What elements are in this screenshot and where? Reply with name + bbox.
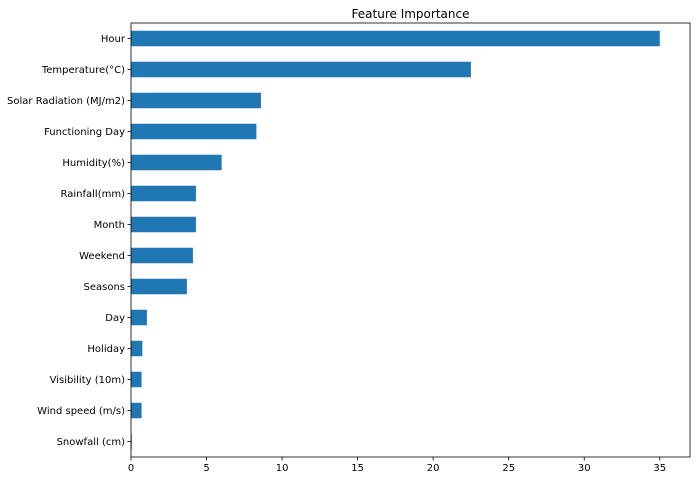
x-tick-label: 25	[502, 463, 515, 474]
x-tick-label: 35	[653, 463, 666, 474]
x-tick-label: 10	[276, 463, 289, 474]
y-tick-label: Humidity(%)	[62, 158, 125, 169]
bar-6	[131, 216, 196, 233]
y-tick-label: Day	[105, 313, 125, 324]
bar-0	[131, 30, 660, 47]
y-tick-label: Visibility (10m)	[50, 375, 125, 386]
y-tick-label: Wind speed (m/s)	[37, 406, 125, 417]
y-axis-ticks: Hour Temperature(°C) Solar Radiation (MJ/m…	[7, 34, 131, 448]
bar-8	[131, 278, 187, 295]
y-tick-label: Weekend	[79, 251, 125, 262]
x-axis-ticks: 0 5 10 15 20 25 30 35	[128, 457, 666, 474]
y-tick-label: Month	[94, 220, 125, 231]
y-tick-label: Holiday	[87, 344, 125, 355]
plot-frame	[130, 22, 691, 458]
y-tick-label: Hour	[101, 34, 126, 45]
x-tick-label: 20	[427, 463, 440, 474]
x-tick-label: 0	[128, 463, 134, 474]
y-tick-label: Temperature(°C)	[41, 65, 125, 76]
y-tick-label: Functioning Day	[44, 127, 125, 138]
bar-4	[131, 154, 222, 171]
y-tick-label: Seasons	[83, 282, 125, 293]
bar-3	[131, 123, 257, 140]
x-tick-label: 15	[351, 463, 364, 474]
bar-10	[131, 340, 143, 357]
bars-group	[131, 30, 660, 450]
bar-9	[131, 309, 147, 326]
bar-2	[131, 92, 261, 109]
bar-1	[131, 61, 471, 78]
y-tick-label: Rainfall(mm)	[61, 189, 126, 200]
bar-12	[131, 402, 142, 419]
bar-11	[131, 371, 142, 388]
bar-7	[131, 247, 193, 264]
y-tick-label: Solar Radiation (MJ/m2)	[7, 96, 125, 107]
x-tick-label: 5	[203, 463, 209, 474]
x-tick-label: 30	[578, 463, 591, 474]
bar-5	[131, 185, 196, 202]
chart-title: Feature Importance	[352, 7, 470, 21]
y-tick-label: Snowfall (cm)	[57, 437, 126, 448]
